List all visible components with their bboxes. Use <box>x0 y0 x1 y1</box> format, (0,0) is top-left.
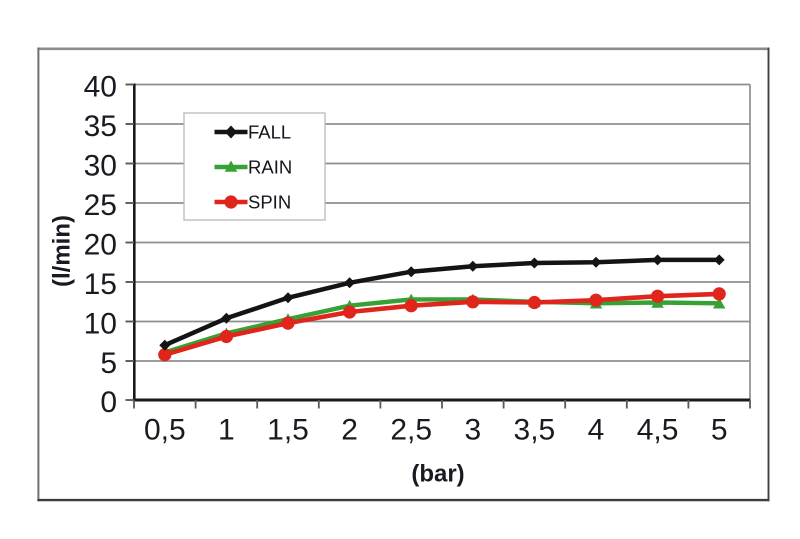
svg-text:3: 3 <box>464 414 481 447</box>
svg-text:4,5: 4,5 <box>637 414 679 447</box>
svg-text:RAIN: RAIN <box>248 157 292 178</box>
svg-text:0,5: 0,5 <box>144 414 186 447</box>
svg-text:20: 20 <box>84 229 117 262</box>
svg-text:5: 5 <box>711 414 728 447</box>
svg-text:4: 4 <box>588 414 605 447</box>
svg-text:(bar): (bar) <box>411 461 464 488</box>
svg-text:FALL: FALL <box>248 122 291 143</box>
svg-text:(l/min): (l/min) <box>49 215 76 287</box>
svg-text:1: 1 <box>218 414 235 447</box>
svg-text:40: 40 <box>84 71 117 104</box>
svg-text:25: 25 <box>84 189 117 222</box>
svg-text:15: 15 <box>84 268 117 301</box>
svg-text:1,5: 1,5 <box>267 414 309 447</box>
svg-text:30: 30 <box>84 150 117 183</box>
svg-text:3,5: 3,5 <box>514 414 556 447</box>
svg-text:2,5: 2,5 <box>390 414 432 447</box>
svg-text:0: 0 <box>100 386 117 419</box>
svg-text:2: 2 <box>341 414 358 447</box>
svg-text:10: 10 <box>84 308 117 341</box>
svg-text:SPIN: SPIN <box>248 192 291 213</box>
svg-text:5: 5 <box>100 347 117 380</box>
svg-text:35: 35 <box>84 110 117 143</box>
